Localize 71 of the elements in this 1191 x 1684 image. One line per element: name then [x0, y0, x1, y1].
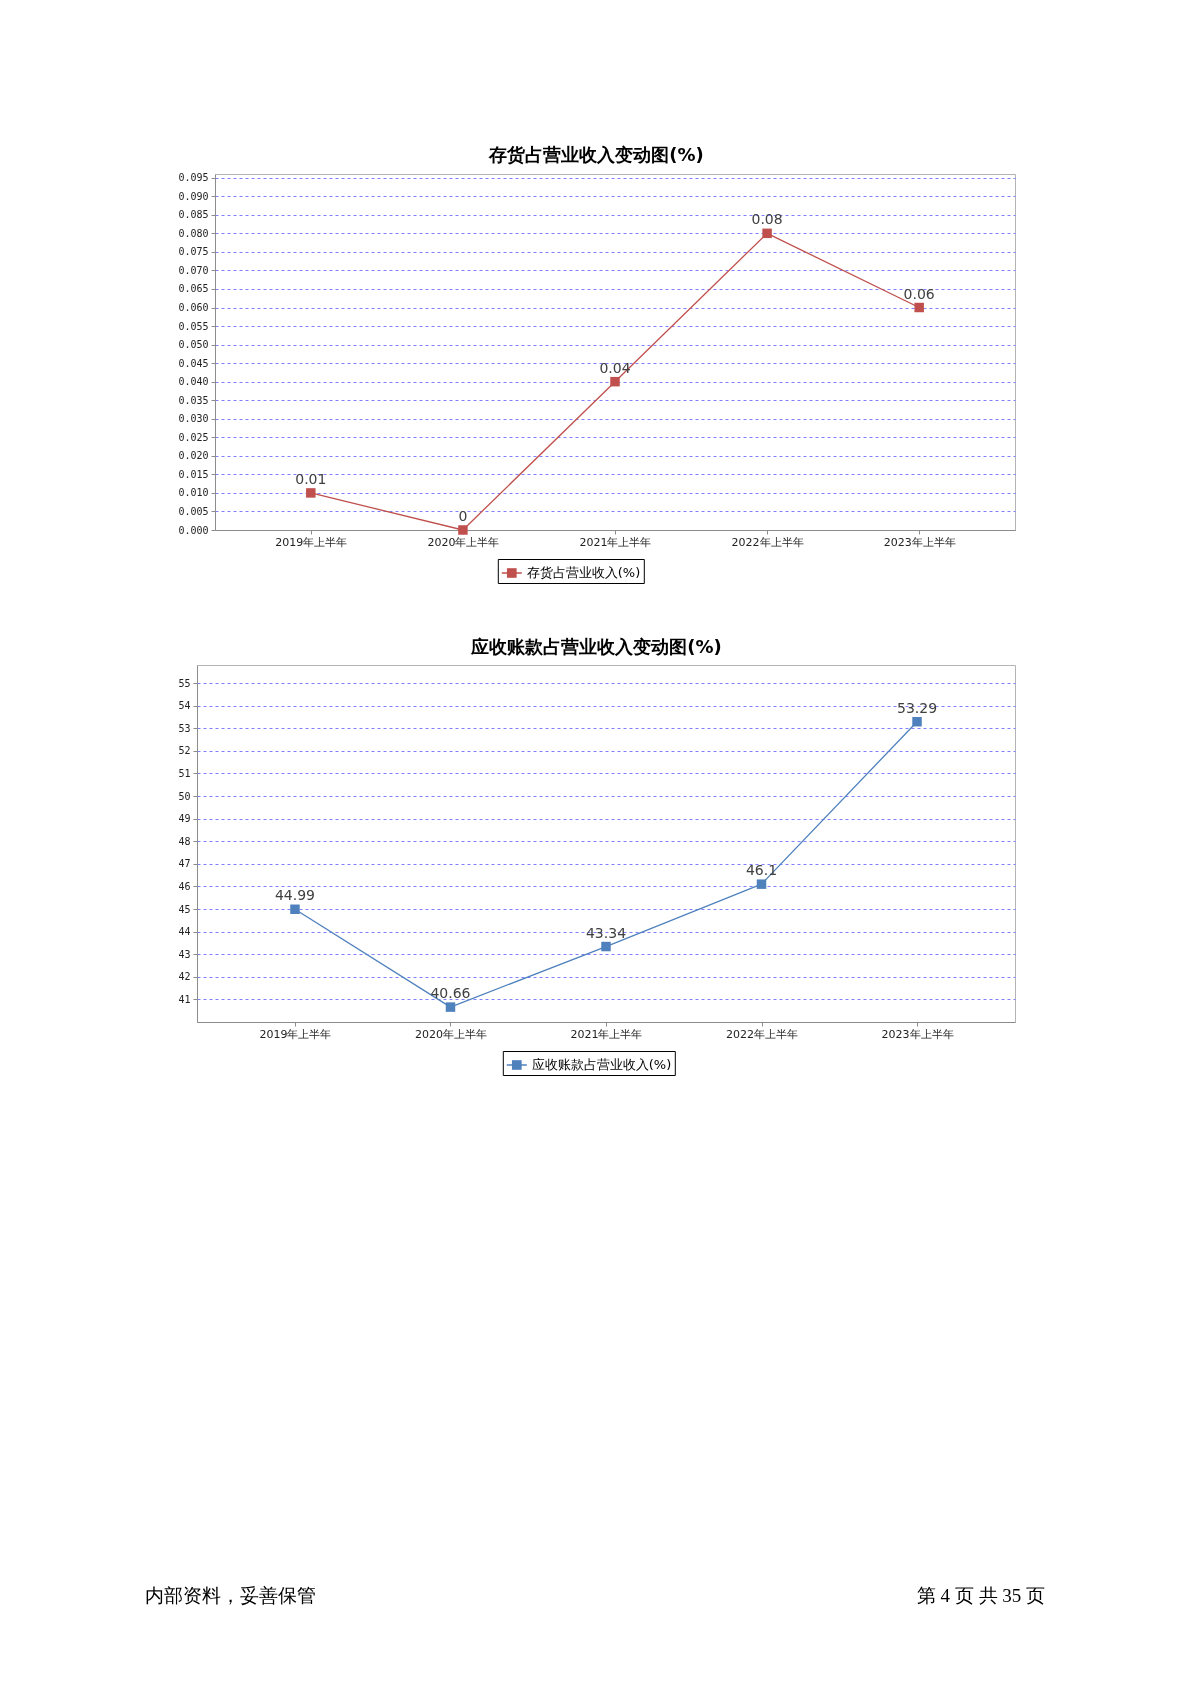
y-tick-label: 0.030 [178, 413, 209, 425]
data-label: 0.04 [599, 359, 631, 376]
y-tick-label: 0.095 [178, 172, 209, 184]
x-tick-label: 2021年上半年 [579, 535, 652, 549]
y-tick-label: 0.070 [178, 264, 209, 276]
y-tick-label: 51 [178, 767, 191, 779]
y-tick-label: 48 [178, 835, 191, 847]
y-tick-label: 0.035 [178, 394, 209, 406]
point [306, 488, 316, 498]
legend-label: 存货占营业收入(%) [526, 565, 641, 580]
x-tick-label: 2023年上半年 [881, 1027, 954, 1041]
y-tick-label: 0.065 [178, 283, 209, 295]
y-tick-label: 0.020 [178, 450, 209, 462]
point [601, 941, 611, 952]
y-tick-label: 43 [178, 948, 191, 960]
y-tick-label: 0.045 [178, 357, 209, 369]
y-tick-label: 53 [178, 722, 191, 734]
point [290, 904, 300, 914]
y-tick-label: 0.055 [178, 320, 209, 332]
y-tick-label: 0.005 [178, 505, 209, 517]
y-tick-label: 54 [178, 700, 191, 712]
point [762, 228, 772, 239]
y-tick-label: 0.015 [178, 468, 209, 480]
x-tick-label: 2021年上半年 [570, 1027, 643, 1041]
data-label: 44.99 [274, 887, 316, 904]
x-tick-label: 2023年上半年 [883, 535, 956, 549]
y-tick-label: 47 [178, 858, 191, 870]
y-tick-label: 0.075 [178, 246, 209, 258]
y-tick-label: 0.010 [178, 487, 209, 499]
point [610, 376, 620, 387]
y-tick-label: 49 [178, 813, 191, 825]
y-tick-label: 0.040 [178, 376, 209, 388]
data-label: 0.01 [295, 470, 327, 487]
data-label: 0.08 [751, 211, 783, 228]
x-tick-label: 2020年上半年 [427, 535, 500, 549]
y-tick-label: 46 [178, 880, 191, 892]
legend-label: 应收账款占营业收入(%) [531, 1057, 672, 1072]
point [756, 879, 767, 889]
chart-title: 应收账款占营业收入变动图(%) [470, 636, 722, 657]
y-tick-label: 0.090 [178, 190, 209, 202]
x-tick-label: 2022年上半年 [726, 1027, 799, 1041]
y-tick-label: 41 [178, 993, 191, 1005]
y-tick-label: 42 [178, 971, 191, 983]
y-tick-label: 0.050 [178, 339, 209, 351]
y-tick-label: 0.060 [178, 302, 209, 313]
data-label: 40.66 [430, 985, 471, 1002]
point [912, 716, 922, 727]
y-tick-label: 44 [178, 926, 191, 938]
y-tick-label: 0.025 [178, 431, 209, 443]
y-tick-label: 0.000 [178, 524, 209, 536]
x-tick-label: 2022年上半年 [731, 535, 804, 549]
point [458, 525, 468, 535]
data-label: 0.06 [903, 285, 935, 302]
y-tick-label: 0.085 [178, 209, 209, 221]
data-label: 46.1 [745, 862, 778, 879]
data-label: 43.34 [585, 924, 627, 941]
data-label: 0 [458, 508, 468, 524]
x-tick-label: 2020年上半年 [414, 1027, 487, 1041]
y-tick-label: 52 [178, 745, 191, 757]
y-tick-label: 45 [178, 903, 191, 915]
text: 内部资料，妥善保管 [145, 1585, 316, 1606]
y-tick-label: 55 [178, 677, 191, 689]
chart-title: 存货占营业收入变动图(%) [488, 143, 704, 165]
x-tick-label: 2019年上半年 [275, 535, 348, 549]
data-label: 53.29 [896, 699, 938, 716]
x-tick-label: 2019年上半年 [259, 1027, 332, 1041]
point [914, 302, 924, 313]
point [445, 1002, 456, 1012]
y-tick-label: 50 [178, 790, 191, 802]
text: 第 4 页 共 35 页 [916, 1585, 1045, 1606]
y-tick-label: 0.080 [178, 227, 209, 239]
